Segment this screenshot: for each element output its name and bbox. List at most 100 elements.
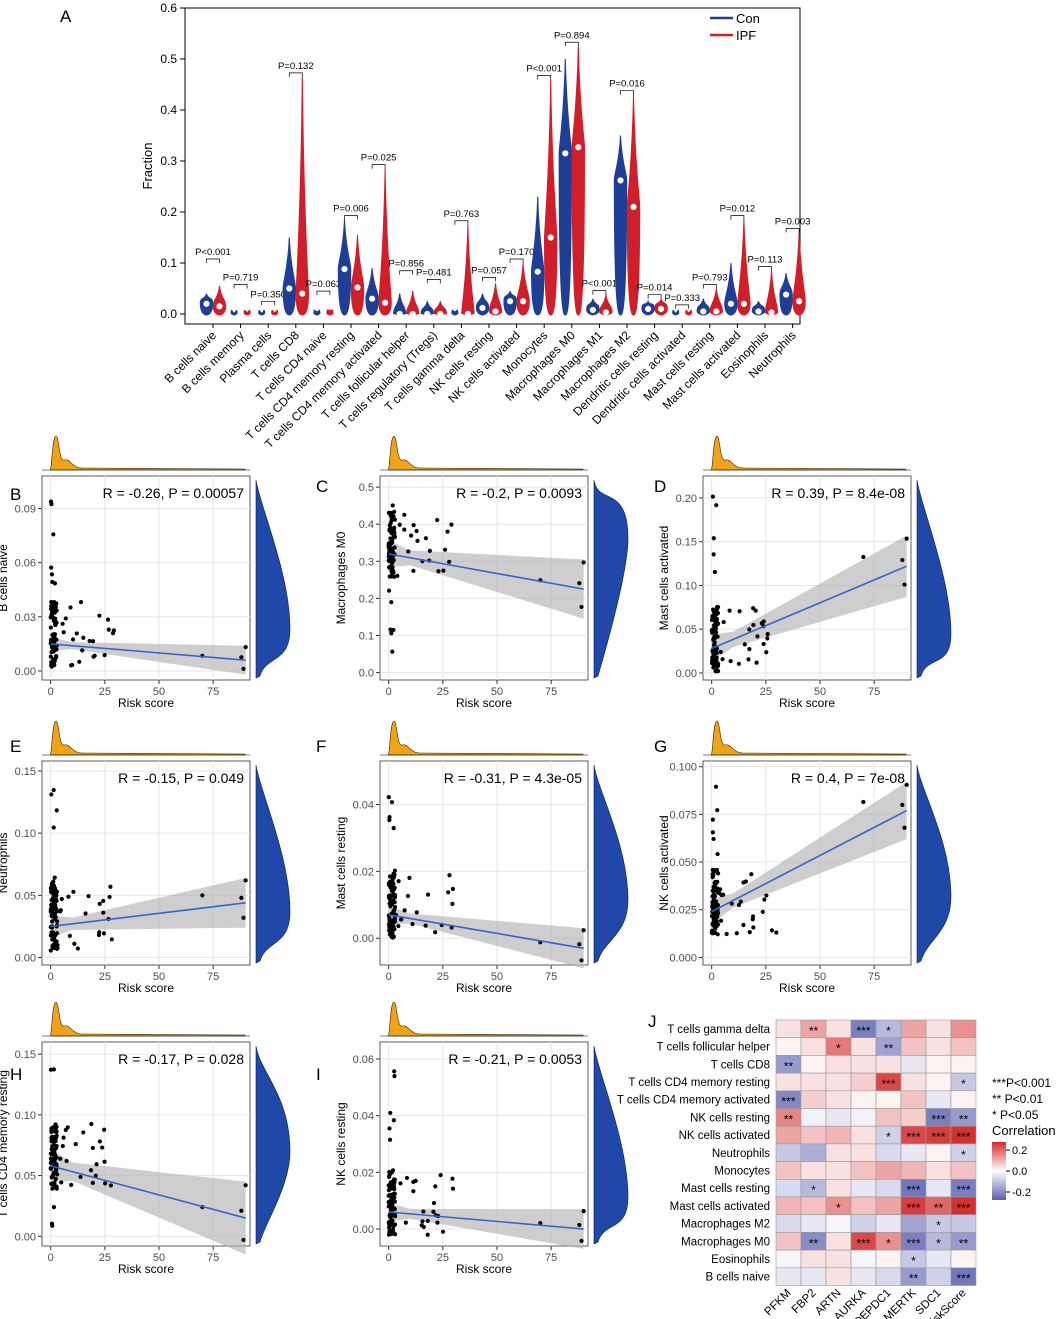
heatmap-cell: [775, 1179, 802, 1198]
data-point: [386, 545, 391, 550]
heatmap-cell: [875, 1161, 902, 1180]
significance-stars: ***: [906, 1183, 920, 1197]
data-point: [747, 930, 752, 935]
data-point: [49, 902, 54, 908]
p-value-label: P=0.006: [333, 204, 369, 215]
x-axis-label: Risk score: [456, 1262, 512, 1276]
data-point: [710, 817, 715, 822]
data-point: [764, 650, 769, 655]
data-point: [711, 836, 716, 842]
fit-line: [711, 809, 908, 913]
heatmap-cell: [875, 1267, 902, 1286]
data-point: [54, 808, 59, 813]
x-tick-label: 75: [868, 686, 880, 698]
data-point: [105, 617, 111, 622]
significance-stars: ***: [906, 1201, 920, 1215]
y-tick-label: 0.00: [15, 1231, 36, 1243]
significance-stars: *: [836, 1042, 841, 1056]
data-point: [436, 569, 441, 574]
data-point: [392, 545, 397, 550]
p-value-label: P=0.016: [609, 79, 645, 90]
p-value-label: P=0.719: [223, 273, 259, 284]
median-dot-ipf: [464, 310, 471, 318]
data-point: [392, 1232, 398, 1237]
data-point: [52, 1149, 57, 1154]
data-point: [392, 1180, 397, 1185]
data-point: [386, 795, 391, 800]
x-tick-label: 0: [386, 971, 392, 983]
median-dot-ipf: [658, 305, 665, 312]
median-dot-con: [534, 268, 541, 275]
p-value-label: P=0.170: [499, 247, 535, 258]
significance-stars: **: [809, 1236, 819, 1250]
x-tick-label: 0: [709, 686, 715, 698]
data-point: [107, 894, 112, 900]
data-point: [577, 1222, 582, 1228]
y-tick-label: 0.10: [15, 828, 36, 840]
data-point: [390, 926, 395, 931]
y-tick-label: 0.06: [353, 1054, 374, 1066]
data-point: [761, 641, 766, 647]
data-point: [710, 867, 715, 873]
data-point: [712, 569, 717, 575]
y-tick-label: 0.10: [676, 580, 697, 592]
data-point: [710, 872, 715, 877]
data-point: [92, 653, 97, 658]
data-point: [48, 886, 53, 891]
data-point: [714, 881, 719, 886]
heatmap-cell: [800, 1037, 827, 1056]
y-tick-label: 0.4: [359, 519, 374, 531]
confidence-band: [50, 637, 246, 675]
y-tick-label: 0.100: [669, 762, 697, 774]
data-point: [49, 1151, 54, 1157]
heatmap-cell: [825, 1143, 852, 1162]
confidence-band: [711, 781, 907, 925]
significance-stars: ***: [906, 1236, 920, 1250]
median-dot-ipf: [768, 309, 775, 316]
correlation-stat: R = -0.21, P = 0.0053: [448, 1051, 582, 1067]
plot-frame: [41, 760, 251, 966]
median-dot-con: [341, 266, 348, 273]
heatmap-cell: [850, 1090, 877, 1109]
y-tick-label: 0.3: [359, 556, 374, 568]
right-density: [593, 1045, 629, 1245]
y-tick-label: 0.15: [15, 1049, 36, 1061]
data-point: [50, 908, 55, 913]
y-tick-label: 0.1: [359, 630, 374, 642]
y-tick-label: 0.00: [15, 666, 36, 678]
x-tick-label: 75: [545, 1252, 557, 1264]
p-value-label: P=0.113: [748, 255, 783, 266]
scatter-panel-g: 0 25 50 75 0.000 0.025 0.050 0.075 0.100 Risk sco…: [654, 720, 952, 995]
data-point: [54, 647, 59, 652]
y-tick-label: 0.000: [669, 952, 697, 964]
median-dot-con: [369, 295, 376, 302]
data-point: [711, 665, 716, 670]
p-bracket: [288, 72, 303, 77]
data-point: [538, 1220, 543, 1226]
data-point: [392, 868, 398, 873]
x-tick-label: 25: [760, 971, 772, 983]
data-point: [101, 931, 107, 936]
heatmap-cell: [850, 1267, 877, 1286]
heatmap-cell: [800, 1267, 827, 1286]
p-value-label: P=0.763: [444, 209, 480, 220]
fit-line: [50, 902, 246, 928]
data-point: [53, 1176, 58, 1182]
heatmap-cell: [900, 1143, 927, 1162]
significance-stars: ***: [856, 1236, 870, 1250]
heatmap-cell: [925, 1090, 952, 1109]
data-point: [754, 660, 759, 665]
data-point: [397, 522, 402, 527]
heatmap-cell: [825, 1249, 852, 1269]
data-point: [389, 1207, 394, 1212]
data-point: [741, 922, 746, 928]
data-point: [389, 933, 394, 938]
y-tick-label: 0.00: [676, 668, 697, 680]
data-point: [386, 1193, 391, 1198]
heatmap-cell: [850, 1196, 877, 1216]
x-tick-label: 50: [153, 686, 165, 698]
data-point: [714, 867, 719, 873]
x-tick-label: 0: [709, 971, 715, 983]
data-point: [390, 878, 395, 883]
